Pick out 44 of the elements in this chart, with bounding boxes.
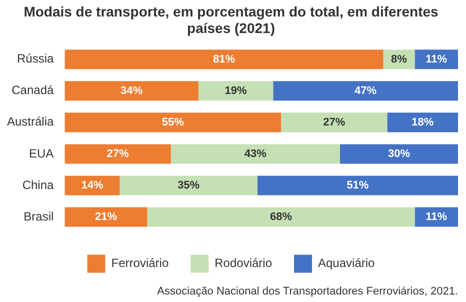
data-label: 11% bbox=[426, 211, 448, 224]
data-label: 21% bbox=[94, 211, 118, 224]
legend-label: Rodoviário bbox=[214, 256, 272, 270]
data-label: 55% bbox=[162, 116, 184, 128]
data-label: 8% bbox=[391, 53, 408, 66]
data-label: 51% bbox=[346, 180, 369, 192]
data-label: 27% bbox=[106, 148, 130, 160]
data-label: 81% bbox=[212, 53, 236, 66]
y-tick-label: Canadá bbox=[12, 83, 54, 98]
data-label: 27% bbox=[323, 116, 346, 128]
bar bbox=[120, 176, 258, 196]
bar bbox=[64, 207, 148, 227]
bar bbox=[64, 144, 171, 164]
data-label: 11% bbox=[426, 53, 448, 66]
bar bbox=[257, 176, 458, 196]
bar bbox=[198, 81, 274, 101]
bar bbox=[281, 112, 388, 132]
bar bbox=[340, 144, 458, 164]
bar bbox=[387, 112, 458, 132]
bar bbox=[147, 207, 415, 227]
data-label: 14% bbox=[81, 180, 104, 192]
y-tick-label: EUA bbox=[29, 146, 54, 160]
data-label: 34% bbox=[120, 84, 143, 97]
bar bbox=[170, 144, 340, 164]
data-label: 35% bbox=[178, 180, 200, 192]
bar bbox=[64, 50, 384, 70]
bar bbox=[64, 112, 282, 132]
data-label: 47% bbox=[354, 84, 377, 97]
legend-label: Ferroviário bbox=[111, 256, 169, 270]
y-tick-label: China bbox=[22, 178, 54, 192]
bar bbox=[273, 81, 458, 101]
data-label: 19% bbox=[224, 84, 247, 97]
data-label: 18% bbox=[412, 116, 434, 128]
data-label: 68% bbox=[270, 211, 292, 224]
y-tick-label: Brasil bbox=[24, 209, 54, 224]
y-tick-label: Rússia bbox=[17, 52, 54, 66]
data-label: 43% bbox=[244, 148, 267, 160]
chart-title: Modais de transporte, em porcentagem do total, em diferentes países (2021) bbox=[24, 3, 439, 36]
bar bbox=[64, 176, 120, 196]
y-tick-label: Austrália bbox=[7, 114, 54, 129]
bar bbox=[64, 81, 198, 101]
data-label: 30% bbox=[388, 148, 410, 160]
legend-label: Aquaviário bbox=[318, 256, 376, 270]
text: Associação Nacional dos Transportadores Ferroviários, 2021. bbox=[157, 285, 458, 298]
